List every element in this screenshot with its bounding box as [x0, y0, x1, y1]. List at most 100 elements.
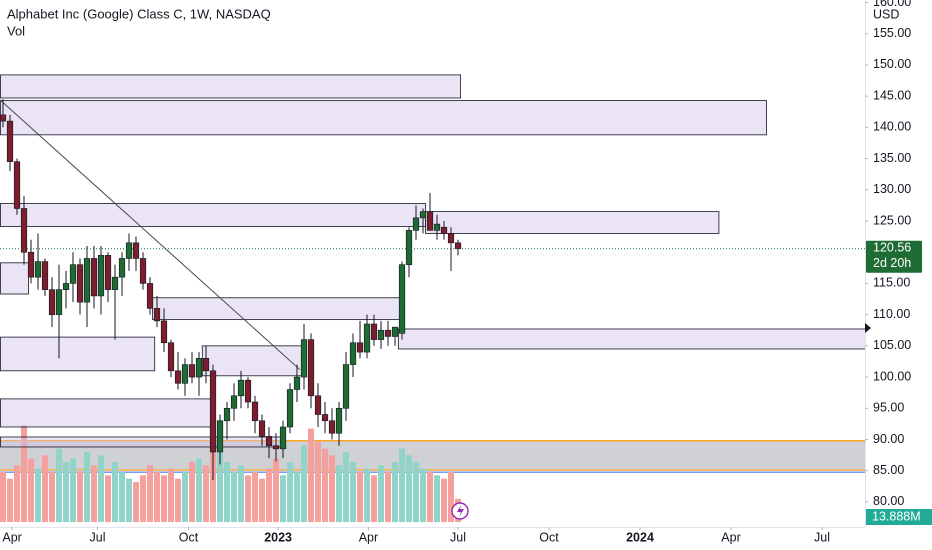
y-tick-label: 115.00 — [873, 276, 910, 290]
candle-body — [83, 258, 91, 303]
last-price-box — [866, 240, 922, 273]
volume-bar — [189, 462, 196, 522]
volume-bar — [77, 472, 84, 522]
volume-bar — [301, 445, 308, 522]
volume-bar — [336, 465, 343, 522]
candle-body — [216, 420, 224, 453]
volume-bar — [238, 465, 245, 522]
zone — [0, 436, 287, 448]
candle-body — [286, 389, 294, 428]
chart-title: Alphabet Inc (Google) Class C, 1W, NASDA… — [7, 6, 271, 21]
zone — [0, 398, 212, 428]
candle-body — [265, 436, 273, 447]
right-arrow — [865, 323, 871, 333]
candle-body — [76, 264, 84, 303]
candle-body — [370, 323, 378, 340]
y-tick-label: 135.00 — [873, 151, 911, 165]
candle-body — [27, 251, 35, 278]
candle-body — [153, 308, 161, 322]
candle-body — [293, 376, 301, 390]
x-tick-label: Apr — [359, 530, 378, 544]
y-tick-label: 90.00 — [873, 432, 904, 446]
candle-body — [321, 414, 329, 422]
candle-body — [391, 326, 399, 337]
volume-bar — [266, 468, 273, 522]
candle-body — [90, 258, 98, 297]
candle-body — [447, 233, 455, 244]
x-tick-label: Oct — [539, 530, 559, 544]
x-tick-label: 2024 — [626, 530, 654, 544]
plot-area — [0, 74, 866, 522]
candle-body — [363, 323, 371, 353]
volume-bar — [357, 472, 364, 522]
volume-bar — [105, 475, 112, 522]
volume-bar — [350, 462, 357, 522]
zone — [201, 345, 306, 377]
volume-bar — [259, 478, 266, 522]
candle-body — [440, 226, 448, 234]
volume-bar — [329, 455, 336, 522]
candle-body — [405, 230, 413, 265]
candle-body — [230, 395, 238, 409]
y-tick-label: 110.00 — [873, 307, 910, 321]
candle-body — [181, 364, 189, 384]
volume-bar — [434, 475, 441, 522]
candle-body — [209, 370, 217, 453]
candle-body — [48, 289, 56, 315]
volume-bar — [63, 462, 70, 522]
volume-bar — [98, 455, 105, 522]
candle-body — [104, 255, 112, 290]
volume-bar — [126, 478, 133, 522]
countdown-label: 2d 20h — [873, 256, 911, 270]
candle-body — [6, 120, 14, 162]
y-tick-label: 130.00 — [873, 182, 911, 196]
candle-body — [454, 242, 462, 250]
volume-bar — [385, 472, 392, 522]
volume-bar — [182, 472, 189, 522]
candle-body — [0, 114, 7, 122]
candle-body — [433, 223, 441, 231]
candle-body — [174, 370, 182, 384]
volume-bar — [161, 475, 168, 522]
x-tick-label: Oct — [179, 530, 199, 544]
volume-bar — [224, 462, 231, 522]
candle-body — [20, 208, 28, 253]
volume-bar — [448, 472, 455, 522]
candle-body — [111, 276, 119, 290]
volume-bar — [392, 462, 399, 522]
y-tick-label: 80.00 — [873, 494, 904, 508]
y-tick-label: 95.00 — [873, 401, 904, 415]
volume-bar — [42, 455, 49, 522]
zone — [0, 74, 462, 99]
volume-bar — [245, 475, 252, 522]
volume-bar — [28, 458, 35, 522]
candle-body — [300, 339, 308, 378]
candle-body — [426, 211, 434, 231]
candle-body — [328, 420, 336, 434]
x-tick-label: Jul — [450, 530, 466, 544]
volume-bar — [322, 448, 329, 522]
candle-body — [97, 255, 105, 297]
candle-body — [146, 283, 154, 309]
x-tick-label: Apr — [721, 530, 740, 544]
volume-bar — [315, 442, 322, 522]
volume-title: Vol — [7, 23, 25, 38]
volume-bar — [35, 468, 42, 522]
candle-body — [139, 258, 147, 284]
candle-body — [202, 358, 210, 372]
y-tick-label: 145.00 — [873, 88, 911, 102]
volume-bar — [70, 458, 77, 522]
y-tick-label: 100.00 — [873, 369, 911, 383]
volume-bar — [308, 428, 315, 522]
candle-body — [279, 426, 287, 450]
volume-value-box — [866, 509, 932, 525]
volume-bar — [49, 472, 56, 522]
candle-body — [188, 364, 196, 378]
volume-bar — [231, 472, 238, 522]
y-tick-label: 85.00 — [873, 463, 904, 477]
x-tick-label: 2023 — [264, 530, 292, 544]
candle-body — [41, 261, 49, 290]
y-tick-label: 155.00 — [873, 26, 911, 40]
candle-body — [377, 329, 385, 340]
